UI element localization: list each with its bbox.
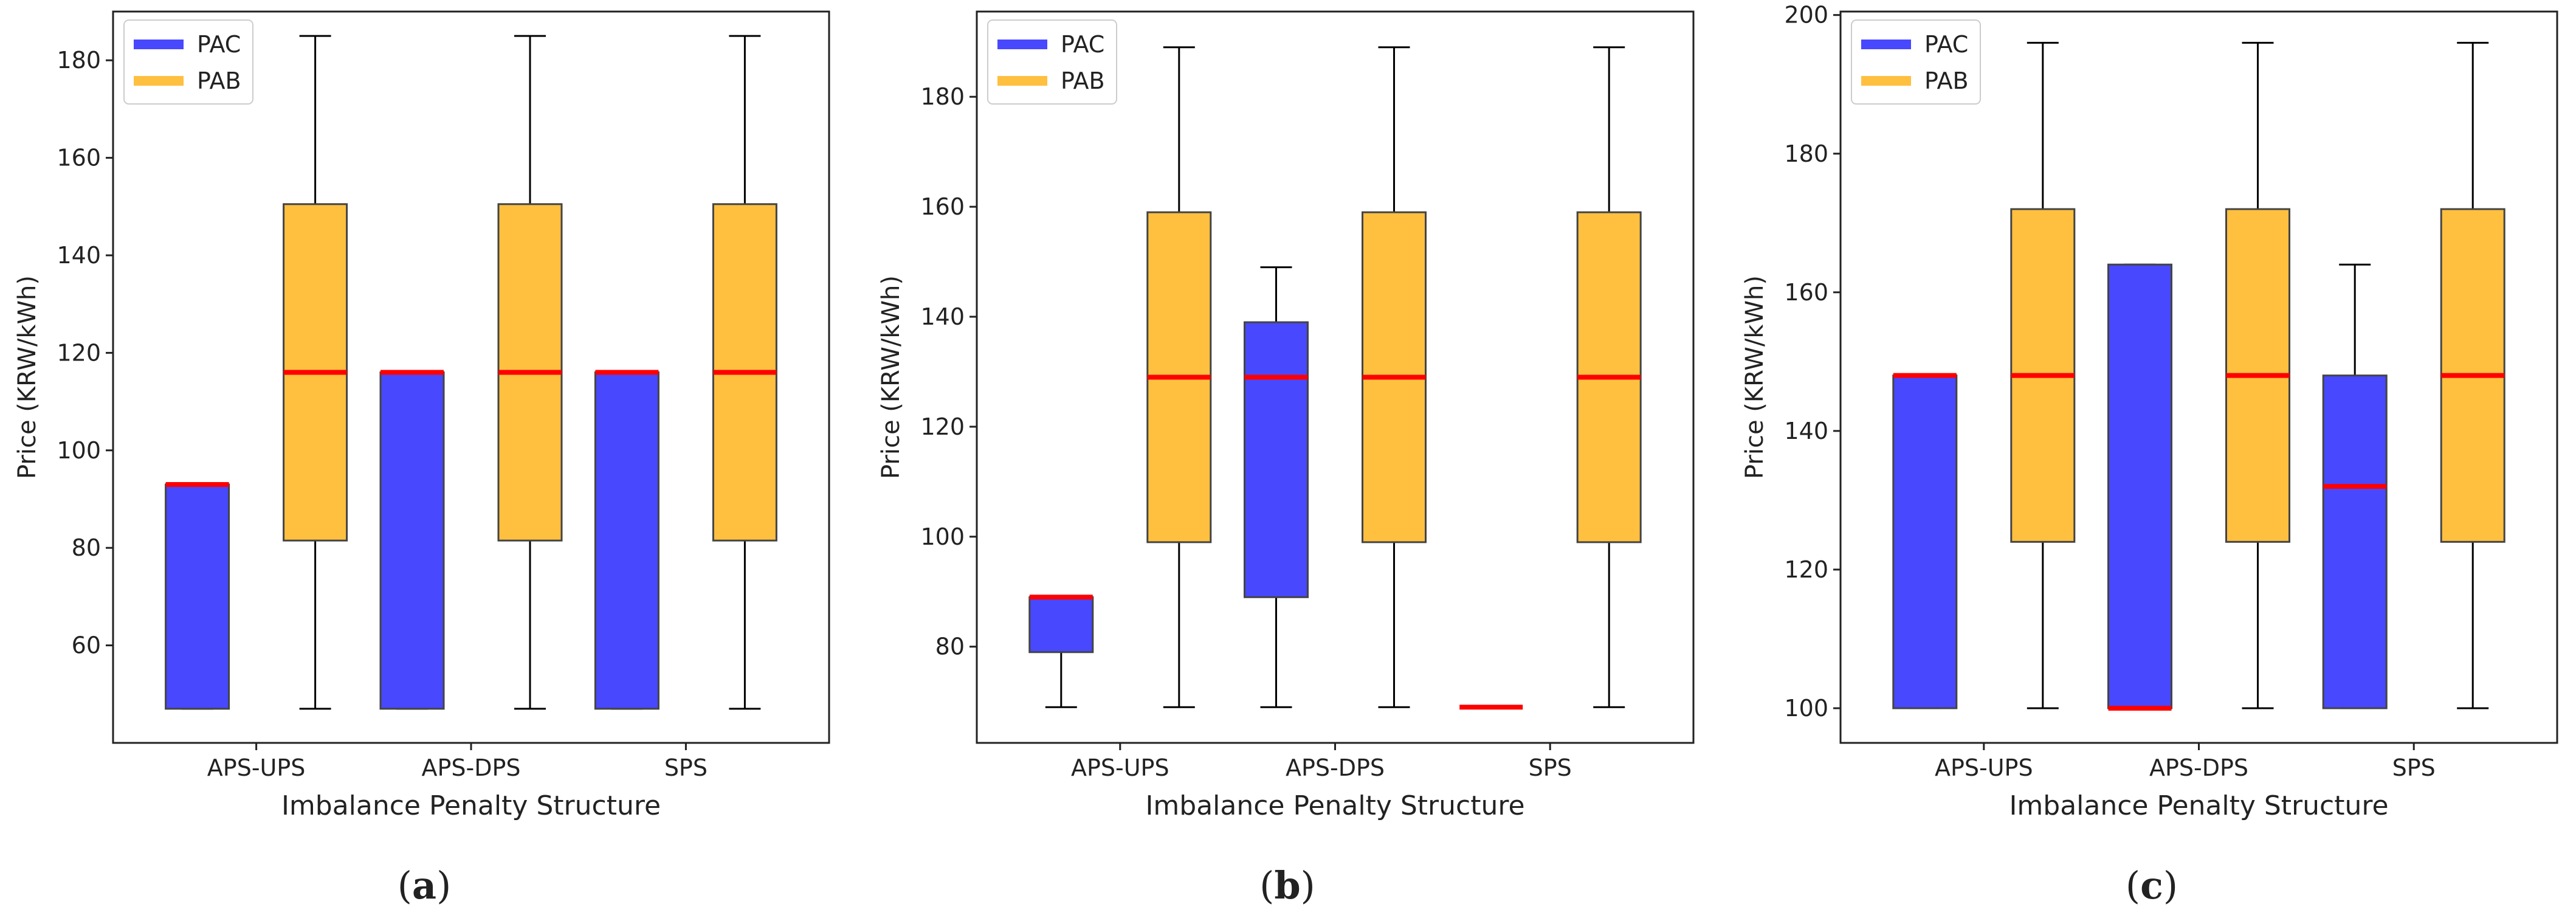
box-pab-sps <box>2440 41 2505 709</box>
caption-letter: b <box>1274 863 1300 908</box>
y-tick-label: 180 <box>1784 140 1828 167</box>
x-tick-label: APS-UPS <box>1935 754 2033 781</box>
chart-panel-a: 60 80 100 120 140 160 180 Price (KRW/kWh) APS-UP… <box>13 10 830 908</box>
y-tick-label: 120 <box>1784 556 1828 583</box>
y-tick-label: 80 <box>935 633 965 660</box>
y-tick-label: 100 <box>1784 695 1828 722</box>
caption-close-paren: ) <box>436 863 451 908</box>
x-axis-label: Imbalance Penalty Structure <box>1145 790 1524 821</box>
legend: PAC PAB <box>987 19 1117 105</box>
y-tick-label: 160 <box>920 193 965 220</box>
y-tick-label: 100 <box>920 523 965 550</box>
y-tick-label: 140 <box>57 242 101 269</box>
box-body <box>2322 374 2388 709</box>
caption-letter: a <box>412 863 436 908</box>
y-tick-label: 180 <box>920 83 965 110</box>
y-tick-label: 100 <box>57 437 101 464</box>
box-pab-aps-ups <box>2010 41 2076 709</box>
box-pac-sps <box>594 370 659 710</box>
box-pab-sps <box>1576 46 1642 708</box>
y-tick-label: 160 <box>57 145 101 171</box>
caption-close-paren: ) <box>1301 863 1315 908</box>
box-body <box>1244 321 1309 598</box>
legend-label-pab: PAB <box>1061 67 1105 94</box>
y-tick-label: 60 <box>72 632 101 659</box>
y-axis-label: Price (KRW/kWh) <box>877 275 905 479</box>
caption-open-paren: ( <box>398 863 412 908</box>
box-body <box>2107 263 2172 709</box>
box-body <box>165 483 230 710</box>
box-pac-aps-ups <box>1892 373 1958 709</box>
legend: PAC PAB <box>123 19 253 105</box>
chart-panel-b: 80 100 120 140 160 180 Price (KRW/kWh) APS-UPS A… <box>877 10 1695 908</box>
panel-caption: (a) <box>398 863 452 908</box>
y-tick-label: 180 <box>57 47 101 74</box>
x-tick-label: APS-DPS <box>421 754 520 781</box>
x-tick-label: APS-UPS <box>207 754 306 781</box>
box-body <box>1892 374 1958 709</box>
y-tick-label: 200 <box>1784 2 1828 29</box>
box-body <box>594 371 659 710</box>
y-axis-label: Price (KRW/kWh) <box>1741 275 1769 479</box>
caption-close-paren: ) <box>2163 863 2178 908</box>
box-pac-aps-ups <box>165 481 230 710</box>
box-pab-sps <box>712 35 777 710</box>
legend-label-pac: PAC <box>197 31 241 58</box>
chart-panel-c: 100 120 140 160 180 200 Price (KRW/kWh) APS-UPS… <box>1741 2 2558 908</box>
legend-label-pac: PAC <box>1924 31 1968 58</box>
box-pab-aps-dps <box>2225 41 2290 709</box>
y-tick-label: 140 <box>920 303 965 330</box>
box-pab-aps-dps <box>1362 46 1427 708</box>
x-tick-label: SPS <box>2392 754 2436 781</box>
box-pab-aps-ups <box>283 35 348 710</box>
y-tick-label: 120 <box>920 413 965 440</box>
x-tick-label: APS-DPS <box>2149 754 2248 781</box>
box-pab-aps-dps <box>497 35 563 710</box>
legend-label-pab: PAB <box>1924 67 1969 94</box>
y-tick-label: 140 <box>1784 418 1828 444</box>
box-pac-aps-dps <box>379 370 445 710</box>
legend: PAC PAB <box>1851 19 1981 105</box>
legend-label-pab: PAB <box>197 67 241 94</box>
y-tick-label: 120 <box>57 339 101 366</box>
x-tick-label: SPS <box>1529 754 1572 781</box>
box-pac-aps-dps <box>2107 263 2172 711</box>
caption-open-paren: ( <box>1259 863 1274 908</box>
caption-open-paren: ( <box>2126 863 2140 908</box>
caption-letter: c <box>2140 863 2163 908</box>
box-pac-aps-dps <box>1244 266 1309 708</box>
y-tick-label: 80 <box>72 534 101 561</box>
panel-caption: (c) <box>2126 863 2178 908</box>
box-body <box>1028 596 1094 654</box>
box-pac-sps <box>2322 263 2388 709</box>
x-axis-label: Imbalance Penalty Structure <box>2009 790 2388 821</box>
legend-label-pac: PAC <box>1061 31 1104 58</box>
x-tick-label: APS-DPS <box>1286 754 1385 781</box>
y-axis-label: Price (KRW/kWh) <box>13 275 41 479</box>
x-axis-label: Imbalance Penalty Structure <box>281 790 661 821</box>
y-tick-label: 160 <box>1784 279 1828 306</box>
box-pac-aps-ups <box>1028 595 1094 708</box>
panel-caption: (b) <box>1259 863 1315 908</box>
x-tick-label: SPS <box>664 754 708 781</box>
x-tick-label: APS-UPS <box>1071 754 1169 781</box>
box-body <box>379 371 445 710</box>
box-pab-aps-ups <box>1146 46 1212 708</box>
